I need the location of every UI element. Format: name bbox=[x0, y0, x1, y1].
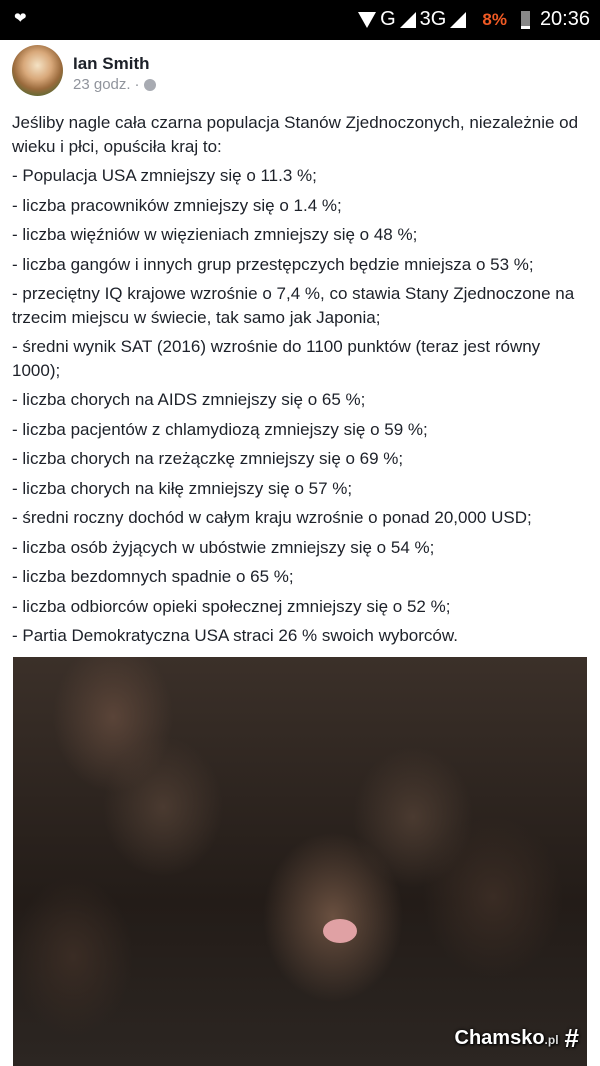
watermark-logo: Chamsko.pl # bbox=[454, 1023, 580, 1053]
post-time[interactable]: 23 godz. bbox=[73, 76, 131, 93]
post-list-item: - liczba odbiorców opieki społecznej zmn… bbox=[12, 596, 451, 616]
post-list-item: - liczba pacjentów z chlamydiozą zmniejs… bbox=[12, 419, 428, 439]
post-list-item: - liczba więźniów w więzieniach zmniejsz… bbox=[12, 225, 418, 244]
network-type-1: G bbox=[380, 8, 396, 30]
post-meta: 23 godz. · bbox=[73, 76, 156, 93]
post-list-item: - przeciętny IQ krajowe wzrośnie o 7,4 %… bbox=[12, 284, 575, 327]
separator: · bbox=[134, 76, 140, 93]
status-icons: G 3G 8% 20:36 bbox=[358, 8, 590, 31]
post-list-item: - liczba gangów i innych grup przestępcz… bbox=[12, 254, 534, 274]
post-list-item: - średni roczny dochód w całym kraju wzr… bbox=[12, 508, 532, 527]
post-list-item: - liczba chorych na kiłę zmniejszy się o… bbox=[12, 478, 353, 498]
post-list-item: - liczba chorych na rzeżączkę zmniejszy … bbox=[12, 449, 404, 468]
clock: 20:36 bbox=[539, 8, 590, 30]
post-intro: Jeśliby nagle cała czarna populacja Stan… bbox=[12, 113, 579, 156]
post-photo[interactable]: Chamsko.pl # bbox=[13, 657, 587, 1066]
post-text: Jeśliby nagle cała czarna populacja Stan… bbox=[12, 111, 592, 654]
network-type-2: 3G bbox=[419, 8, 447, 30]
wifi-icon bbox=[358, 11, 377, 28]
battery-percent: 8% bbox=[482, 9, 507, 29]
signal-icon bbox=[399, 11, 416, 28]
post-list-item: - liczba chorych na AIDS zmniejszy się o… bbox=[12, 390, 366, 409]
status-bar: ❤ G 3G 8% 20:36 bbox=[0, 0, 600, 40]
heart-pulse-icon: ❤ bbox=[14, 10, 27, 27]
post-list-item: - liczba pracowników zmniejszy się o 1.4… bbox=[12, 195, 342, 215]
post-list-item: - liczba osób żyjących w ubóstwie zmniej… bbox=[12, 537, 435, 557]
post-list-item: - liczba bezdomnych spadnie o 65 %; bbox=[12, 567, 294, 586]
hash-icon: # bbox=[564, 1023, 579, 1053]
signal-icon bbox=[450, 11, 467, 28]
post-list-item: - Partia Demokratyczna USA straci 26 % s… bbox=[12, 626, 458, 645]
post-list-item: - średni wynik SAT (2016) wzrośnie do 11… bbox=[12, 337, 541, 380]
battery-charging-icon bbox=[520, 10, 530, 29]
photo-detail bbox=[323, 919, 357, 943]
author-name[interactable]: Ian Smith bbox=[73, 54, 150, 73]
post-list-item: - Populacja USA zmniejszy się o 11.3 %; bbox=[12, 166, 317, 185]
avatar[interactable] bbox=[12, 45, 63, 96]
globe-icon bbox=[143, 78, 156, 91]
